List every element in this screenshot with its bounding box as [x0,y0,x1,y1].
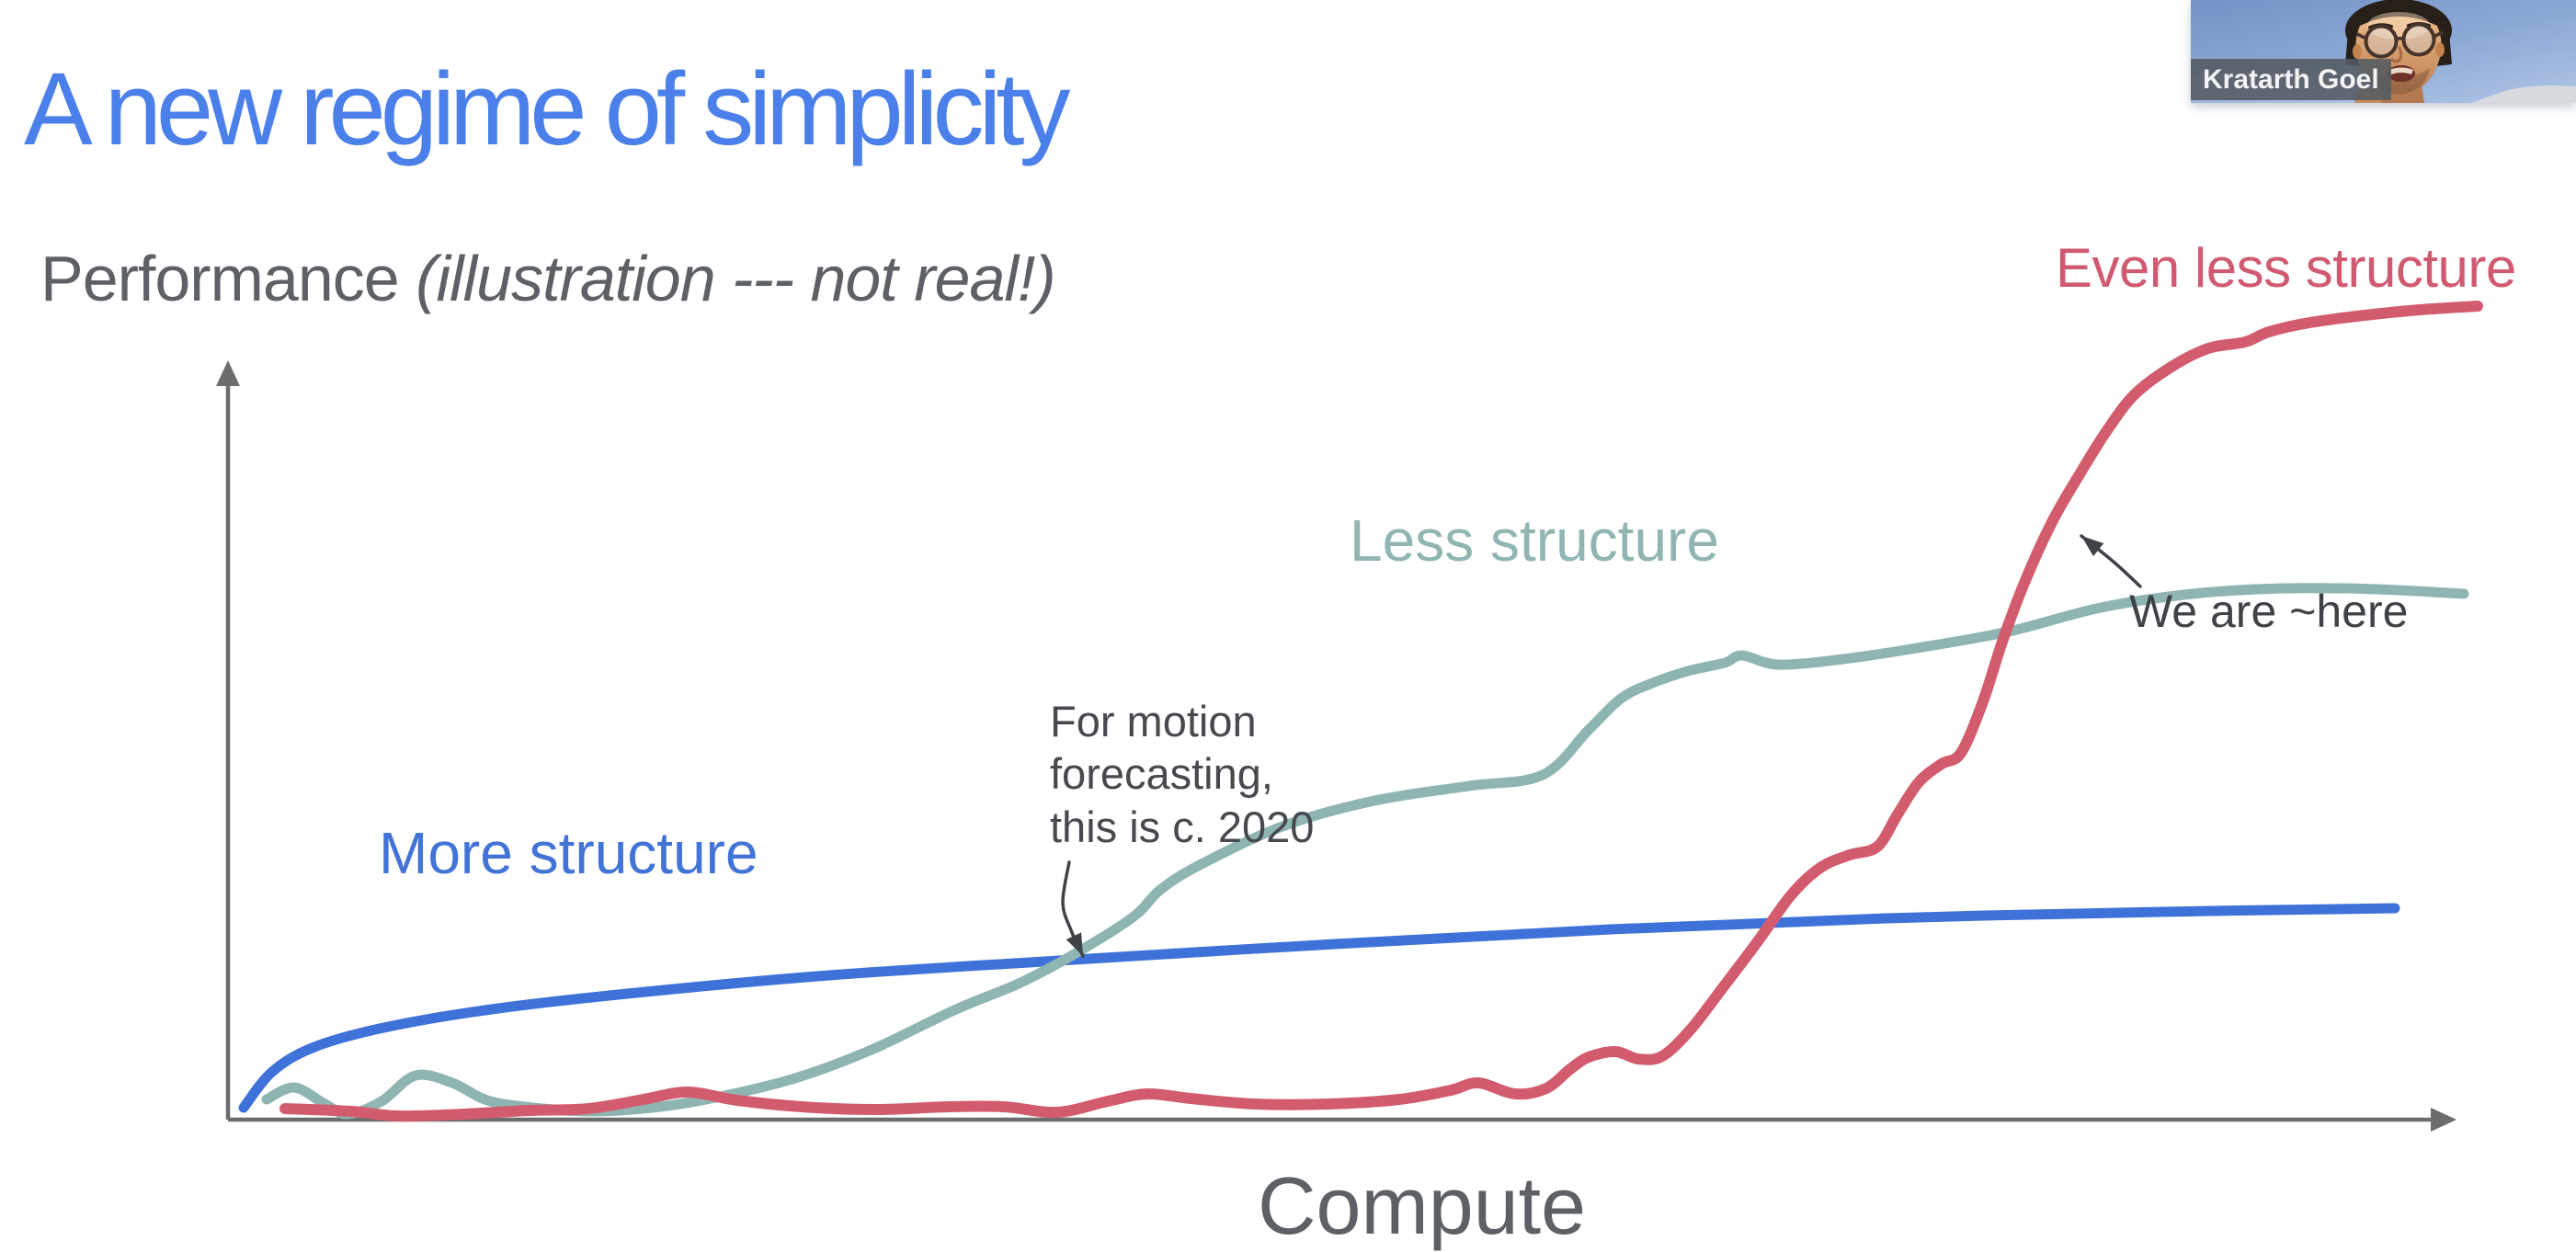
curve-label-more-structure: More structure [379,820,758,886]
page-title: A new regime of simplicity [24,51,1070,167]
curve-more-structure [238,903,2400,1113]
y-axis-label-italic: (illustration --- not real!) [416,243,1056,314]
participant-shoulder [2471,85,2576,103]
x-axis-label: Compute [1258,1160,1587,1251]
annotation-motion-line2: forecasting, [1050,749,1273,799]
participant-face [2345,0,2452,103]
webcam-video-tile[interactable]: Kratarth Goel [2191,0,2576,103]
annotation-motion-forecasting: For motion forecasting, this is c. 2020 [1050,695,1314,853]
curve-label-even-less-structure: Even less structure [2056,237,2516,299]
glasses-icon [2356,22,2444,59]
curve-even-less-structure [279,301,2483,1122]
participant-name: Kratarth Goel [2203,63,2379,95]
annotation-motion-line1: For motion [1050,697,1257,746]
annotation-we-are-here: We are ~here [2129,586,2409,637]
participant-name-tag: Kratarth Goel [2191,59,2391,100]
y-axis-label: Performance (illustration --- not real!) [40,243,1056,314]
annotation-arrowhead-icon-1 [2081,536,2104,557]
y-axis-arrowhead-icon [216,360,240,386]
curve-label-less-structure: Less structure [1350,507,1719,574]
annotation-arrowhead-icon-0 [1066,932,1083,956]
y-axis-label-regular: Performance [40,243,416,314]
x-axis-arrowhead-icon [2431,1108,2456,1132]
annotation-motion-line3: this is c. 2020 [1050,802,1315,851]
curve-less-structure [261,583,2469,1120]
